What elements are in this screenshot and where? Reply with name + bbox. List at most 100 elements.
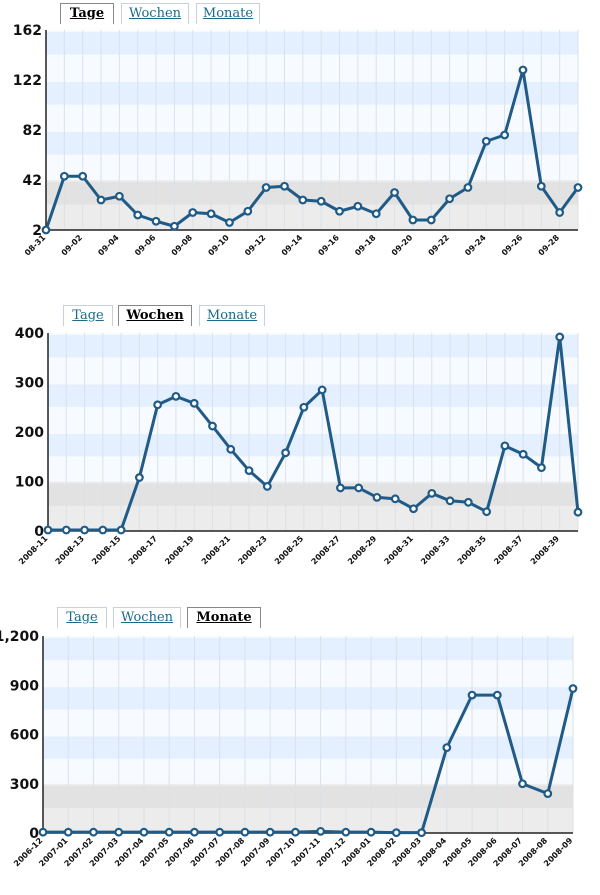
data-point[interactable] (537, 463, 546, 473)
data-point[interactable] (59, 171, 69, 181)
data-point[interactable] (298, 195, 308, 205)
data-point[interactable] (500, 441, 510, 451)
tab-weeks[interactable]: Wochen (121, 3, 189, 24)
x-tick-label: 09-28 (537, 233, 562, 258)
data-point[interactable] (463, 497, 473, 507)
data-point[interactable] (354, 483, 364, 493)
data-point[interactable] (481, 136, 491, 146)
data-point[interactable] (151, 216, 161, 226)
data-point[interactable] (341, 827, 351, 837)
data-point[interactable] (281, 448, 290, 458)
data-point[interactable] (299, 402, 309, 412)
data-point[interactable] (164, 827, 174, 837)
data-point[interactable] (353, 201, 363, 211)
data-point[interactable] (463, 183, 473, 192)
data-point[interactable] (492, 690, 502, 700)
data-point[interactable] (555, 332, 565, 342)
tab-days[interactable]: Tage (63, 305, 113, 326)
chart-panel-months: Tage Wochen Monate 0 300 600 900 1,200 2006-1… (0, 600, 600, 895)
data-point[interactable] (366, 827, 376, 837)
data-point[interactable] (316, 196, 326, 206)
x-tick-label: 09-12 (243, 233, 267, 257)
data-point[interactable] (371, 209, 381, 219)
data-point[interactable] (189, 398, 199, 408)
data-point[interactable] (467, 690, 477, 700)
data-point[interactable] (543, 789, 553, 799)
data-point[interactable] (243, 206, 253, 216)
data-point[interactable] (445, 194, 454, 204)
data-point[interactable] (139, 827, 149, 837)
data-point[interactable] (225, 218, 234, 227)
data-point[interactable] (536, 181, 546, 191)
data-point[interactable] (417, 828, 426, 838)
tab-weeks[interactable]: Wochen (118, 305, 192, 326)
data-point[interactable] (445, 496, 455, 506)
data-point[interactable] (226, 444, 236, 454)
tab-months[interactable]: Monate (187, 607, 261, 628)
data-point[interactable] (500, 130, 510, 140)
data-point[interactable] (208, 421, 217, 431)
tab-months[interactable]: Monate (199, 305, 265, 326)
data-point[interactable] (89, 827, 98, 837)
data-point[interactable] (409, 504, 418, 514)
data-point[interactable] (482, 507, 492, 517)
data-point[interactable] (116, 525, 126, 535)
data-point[interactable] (427, 488, 437, 498)
data-point[interactable] (153, 400, 163, 410)
data-point[interactable] (518, 65, 528, 75)
y-tick-label: 2 (32, 223, 42, 239)
data-point[interactable] (372, 492, 382, 502)
data-point[interactable] (555, 208, 565, 217)
data-point[interactable] (573, 183, 583, 192)
data-point[interactable] (265, 827, 275, 837)
data-point[interactable] (190, 827, 199, 837)
data-point[interactable] (336, 483, 345, 493)
data-point[interactable] (518, 779, 527, 789)
data-point[interactable] (335, 206, 344, 216)
data-point[interactable] (41, 225, 51, 235)
data-point[interactable] (568, 684, 578, 693)
data-point[interactable] (390, 494, 400, 504)
data-point[interactable] (426, 215, 436, 225)
tab-days[interactable]: Tage (57, 607, 107, 628)
data-point[interactable] (63, 827, 73, 837)
data-point[interactable] (38, 827, 48, 837)
data-point[interactable] (114, 827, 124, 837)
data-point[interactable] (134, 473, 144, 482)
x-tick-label: 2008-35 (456, 534, 489, 567)
data-point[interactable] (391, 828, 401, 838)
data-point[interactable] (170, 221, 179, 231)
data-point[interactable] (171, 391, 181, 401)
data-point[interactable] (240, 827, 250, 837)
data-point[interactable] (390, 188, 399, 197)
x-tick-label: 09-24 (463, 233, 488, 258)
data-point[interactable] (78, 171, 88, 181)
data-point[interactable] (408, 215, 418, 225)
data-point[interactable] (61, 525, 71, 535)
y-tick-label: 400 (15, 326, 44, 342)
tab-months[interactable]: Monate (196, 3, 260, 24)
tab-days[interactable]: Tage (60, 3, 114, 24)
data-point[interactable] (80, 525, 89, 535)
data-point[interactable] (206, 209, 216, 219)
data-point[interactable] (573, 507, 583, 517)
data-point[interactable] (290, 827, 300, 837)
data-point[interactable] (262, 482, 272, 491)
data-point[interactable] (317, 385, 327, 395)
tab-weeks[interactable]: Wochen (113, 607, 181, 628)
data-point[interactable] (316, 826, 326, 836)
data-point[interactable] (98, 525, 108, 535)
x-tick-label: 2008-29 (346, 534, 379, 567)
data-point[interactable] (244, 466, 254, 476)
data-point[interactable] (133, 210, 143, 220)
data-point[interactable] (261, 183, 271, 192)
data-point[interactable] (188, 208, 198, 217)
data-point[interactable] (114, 191, 124, 201)
data-point[interactable] (96, 195, 106, 205)
data-point[interactable] (43, 525, 53, 535)
data-point[interactable] (280, 181, 289, 191)
data-point[interactable] (215, 827, 225, 837)
series-line (43, 688, 575, 835)
data-point[interactable] (518, 449, 528, 459)
data-point[interactable] (442, 743, 452, 753)
